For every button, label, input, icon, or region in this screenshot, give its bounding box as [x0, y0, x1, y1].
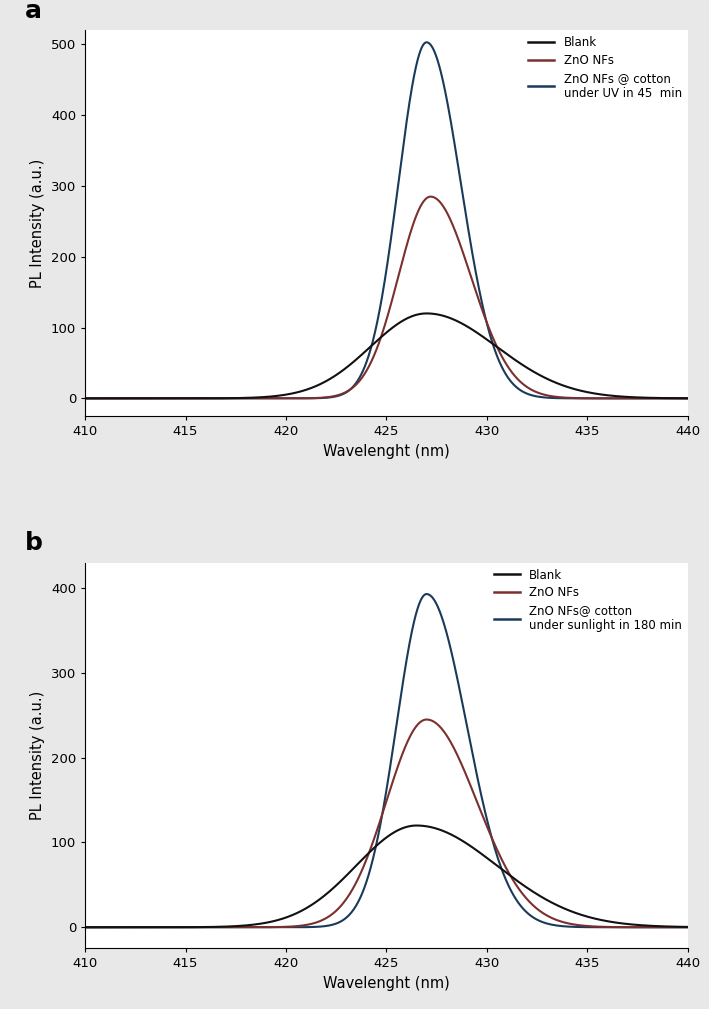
- X-axis label: Wavelenght (nm): Wavelenght (nm): [323, 444, 450, 459]
- Y-axis label: PL Intensity (a.u.): PL Intensity (a.u.): [30, 691, 45, 820]
- Legend: Blank, ZnO NFs, ZnO NFs@ cotton
under sunlight in 180 min: Blank, ZnO NFs, ZnO NFs@ cotton under su…: [493, 568, 682, 632]
- Text: a: a: [25, 0, 42, 22]
- Y-axis label: PL Intensity (a.u.): PL Intensity (a.u.): [30, 158, 45, 288]
- X-axis label: Wavelenght (nm): Wavelenght (nm): [323, 976, 450, 991]
- Legend: Blank, ZnO NFs, ZnO NFs @ cotton
under UV in 45  min: Blank, ZnO NFs, ZnO NFs @ cotton under U…: [528, 36, 682, 100]
- Text: b: b: [25, 531, 43, 555]
